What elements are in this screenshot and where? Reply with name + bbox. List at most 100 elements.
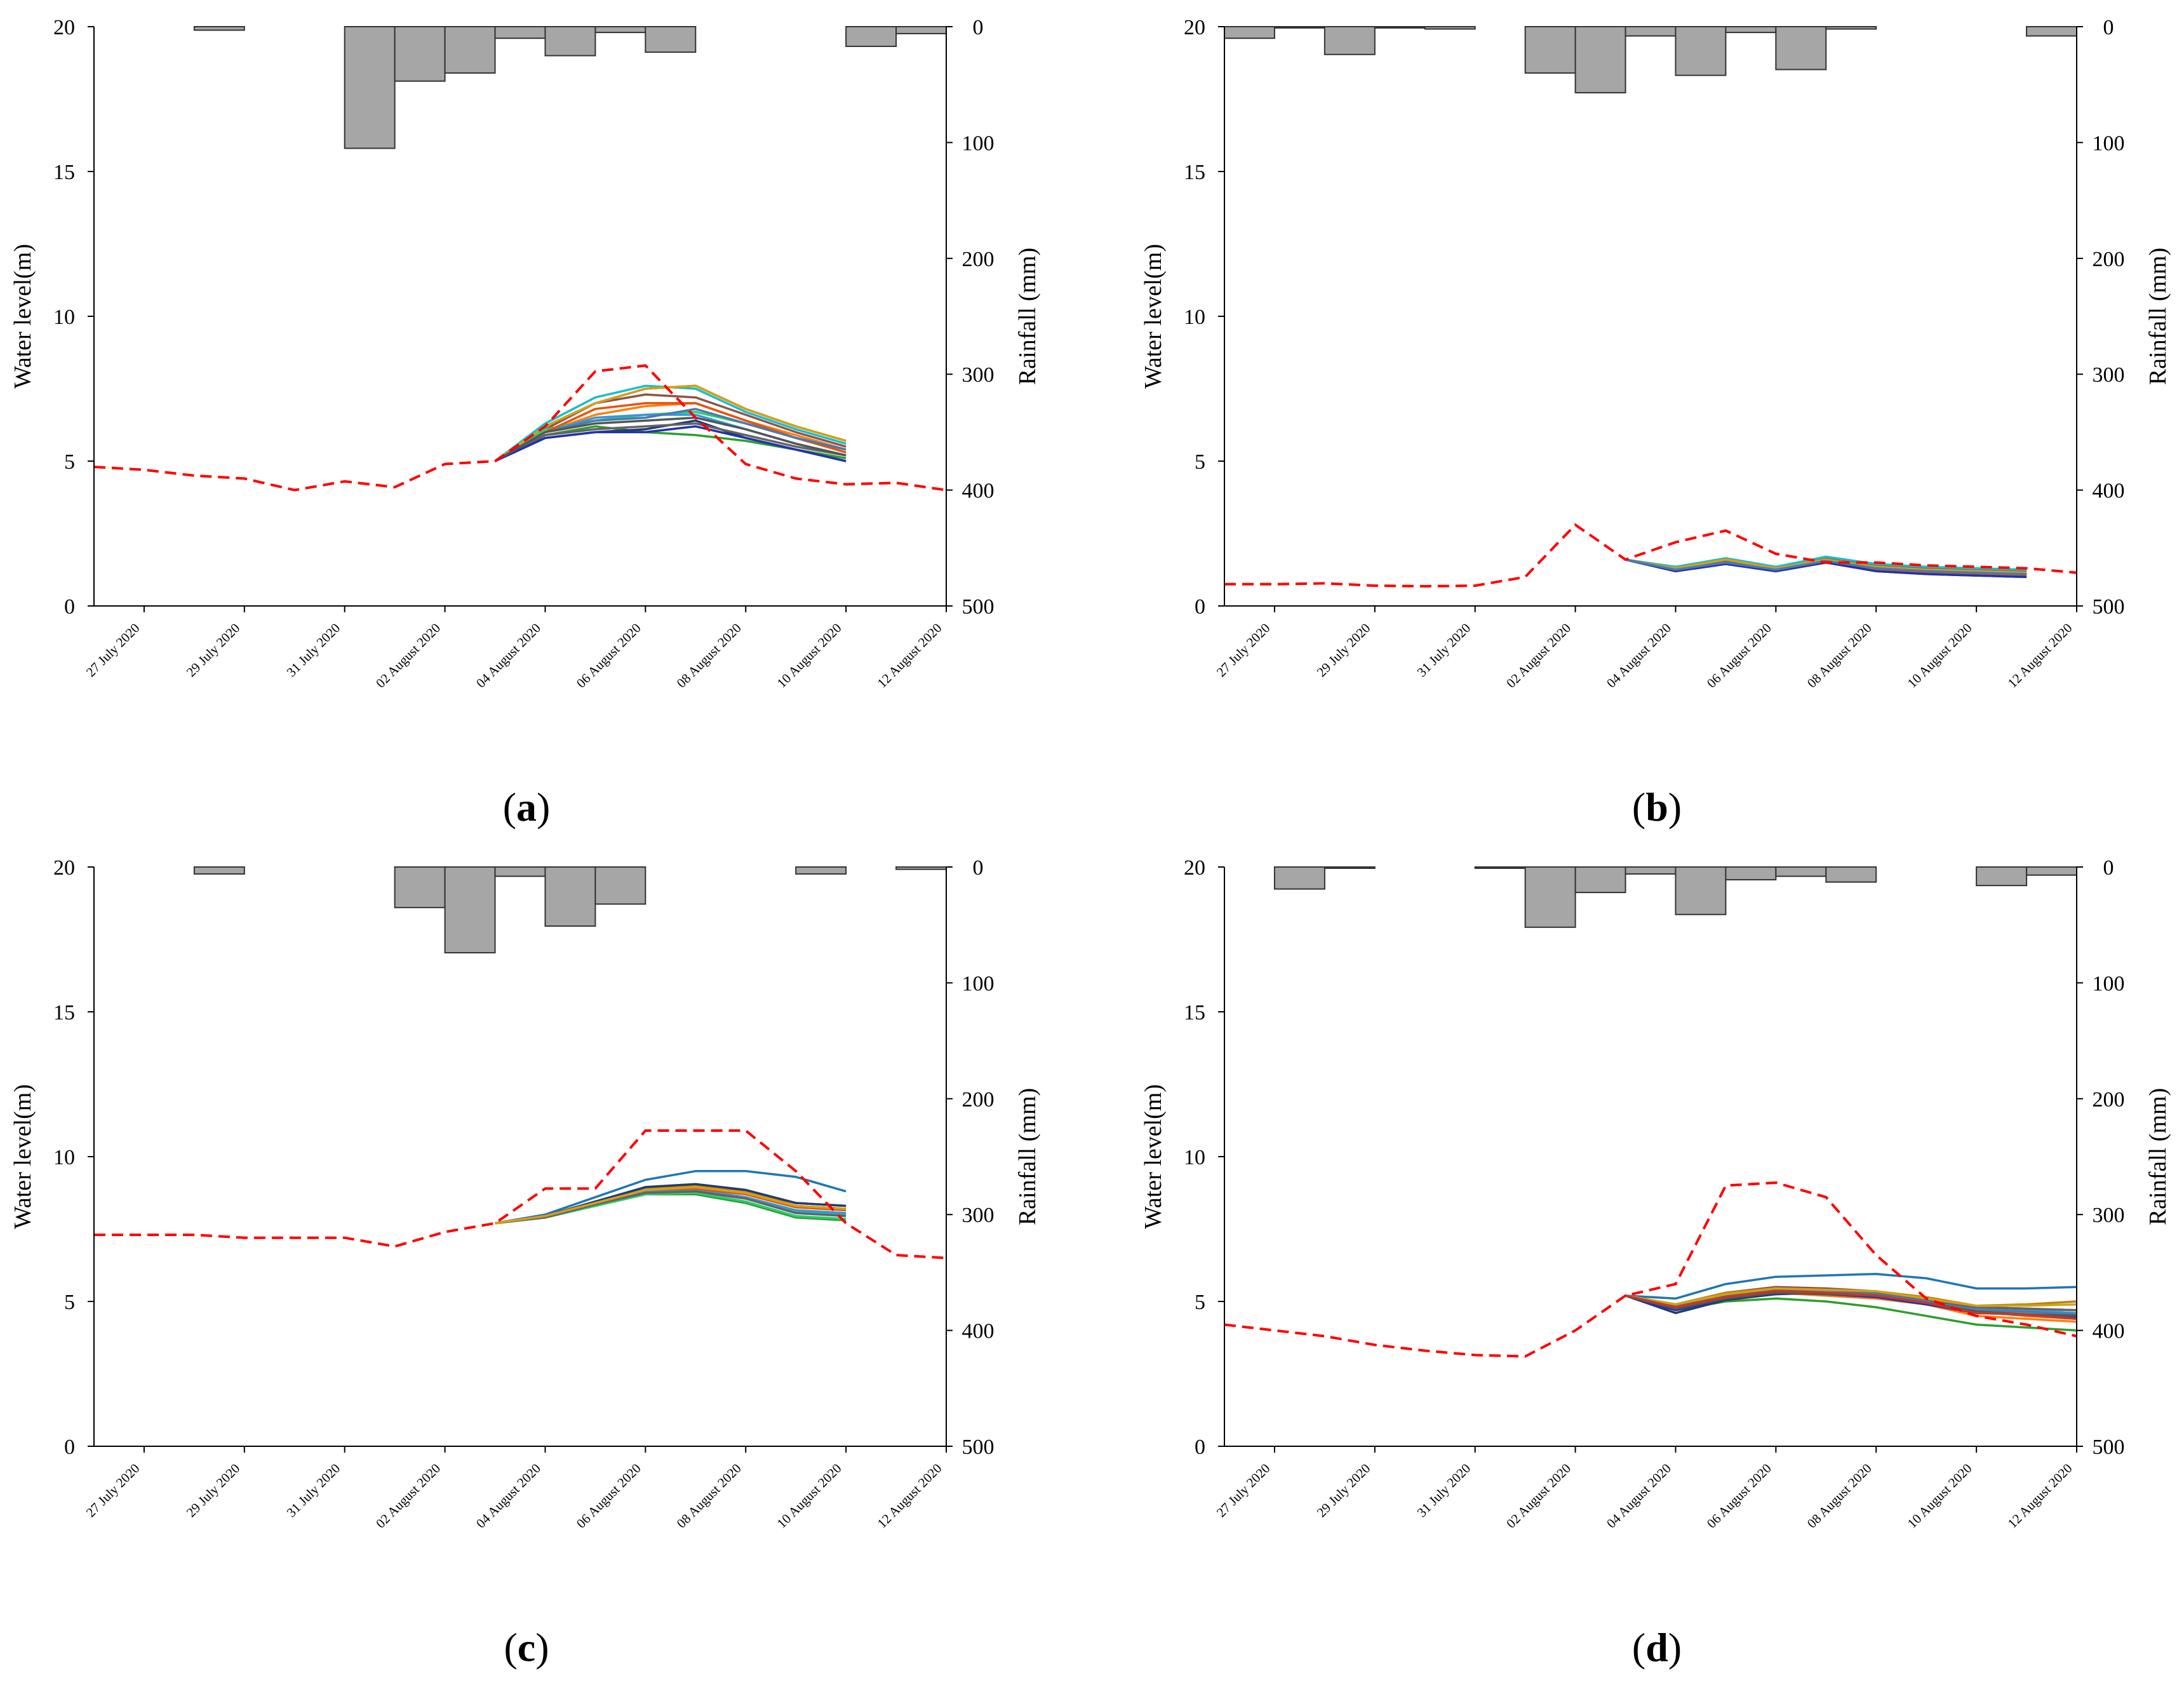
x-tick-label: 27 July 2020 (83, 621, 143, 680)
right-y-tick-label: 300 (962, 363, 995, 387)
observed-water-level-line (94, 1129, 947, 1260)
rainfall-bar (1374, 26, 1426, 29)
caption-letter: b (1645, 784, 1668, 830)
panel-caption: (a) (503, 784, 551, 830)
simulated-water-level-line (495, 1192, 847, 1225)
rainfall-bar (1273, 26, 1325, 29)
rainfall-bar (594, 866, 646, 905)
right-y-tick-label: 500 (962, 595, 995, 619)
right-y-tick-label: 500 (2093, 595, 2125, 619)
left-y-tick-label: 15 (1184, 1001, 1205, 1025)
right-y-tick-label: 100 (962, 131, 995, 155)
left-y-tick-label: 10 (1184, 306, 1205, 329)
rainfall-bar (1273, 866, 1325, 890)
caption-letter: a (516, 784, 537, 830)
x-tick-label: 06 August 2020 (573, 1461, 644, 1531)
simulated-water-level-line (1625, 555, 2027, 571)
left-y-tick-label: 5 (64, 450, 75, 474)
right-axis-title: Rainfall (mm) (1014, 248, 1041, 385)
x-tick-label: 31 July 2020 (1414, 1461, 1474, 1521)
rainfall-bar (594, 26, 646, 34)
right-y-tick-label: 200 (2093, 248, 2125, 271)
left-y-tick-label: 0 (1195, 1435, 1205, 1459)
left-y-tick-label: 20 (1184, 16, 1205, 39)
right-y-tick-label: 400 (962, 480, 995, 503)
rainfall-bar (444, 866, 496, 953)
x-tick-label: 04 August 2020 (1604, 621, 1674, 691)
right-y-tick-label: 300 (2093, 363, 2125, 387)
simulated-water-level-line (494, 425, 847, 462)
rainfall-bar (1825, 866, 1877, 883)
rainfall-bar (1675, 866, 1727, 915)
rainfall-bar (1224, 26, 1275, 39)
right-axis-title: Rainfall (mm) (2145, 248, 2171, 385)
left-axis-title: Water level(m) (1140, 244, 1167, 389)
simulated-water-level-line (1625, 1272, 2077, 1300)
x-tick-label: 31 July 2020 (1414, 621, 1474, 680)
simulated-water-level-line (1625, 1287, 2077, 1307)
rainfall-bar (193, 866, 245, 875)
x-tick-label: 08 August 2020 (674, 621, 744, 691)
rainfall-bar (1725, 866, 1777, 881)
simulated-water-level-line (495, 1186, 847, 1225)
right-y-tick-label: 100 (962, 972, 995, 995)
rainfall-bar (1625, 866, 1677, 875)
x-tick-label: 04 August 2020 (473, 621, 544, 691)
rainfall-bar (1725, 26, 1777, 34)
x-tick-label: 10 August 2020 (1905, 621, 1975, 691)
x-tick-label: 08 August 2020 (1804, 621, 1875, 691)
rainfall-bar (1775, 26, 1827, 71)
rainfall-bar (1323, 26, 1376, 55)
x-tick-label: 10 August 2020 (1905, 1461, 1975, 1531)
x-tick-label: 02 August 2020 (1503, 621, 1574, 691)
rainfall-bar (895, 26, 948, 34)
simulated-water-level-line (494, 384, 847, 462)
x-tick-label: 31 July 2020 (284, 1461, 344, 1521)
caption-close: ) (537, 784, 550, 830)
right-y-tick-label: 0 (2103, 16, 2114, 39)
simulated-water-level-line (494, 416, 847, 462)
rainfall-bar (845, 26, 897, 48)
left-y-tick-label: 20 (53, 856, 75, 880)
x-tick-label: 02 August 2020 (1503, 1461, 1574, 1531)
right-y-tick-label: 100 (2093, 131, 2125, 155)
right-y-tick-label: 300 (962, 1204, 995, 1227)
simulated-water-level-line (1625, 558, 2027, 575)
x-tick-label: 29 July 2020 (184, 621, 243, 680)
left-axis-title: Water level(m) (10, 1084, 36, 1229)
x-tick-label: 04 August 2020 (1604, 1461, 1674, 1531)
rainfall-bar (344, 26, 396, 149)
rainfall-bar (2026, 866, 2078, 876)
left-y-tick-label: 10 (1184, 1146, 1205, 1169)
x-tick-label: 02 August 2020 (373, 1461, 443, 1531)
right-y-tick-label: 400 (2093, 1320, 2125, 1343)
right-y-tick-label: 400 (2093, 480, 2125, 503)
rainfall-bar (1574, 26, 1626, 93)
left-y-tick-label: 15 (1184, 161, 1205, 184)
rainfall-bar (645, 26, 697, 53)
x-tick-label: 06 August 2020 (1704, 1461, 1774, 1531)
right-y-tick-label: 0 (973, 856, 984, 880)
rainfall-bar (1424, 26, 1476, 30)
panel-caption: (b) (1632, 784, 1682, 830)
rainfall-bar (394, 26, 446, 82)
left-y-tick-label: 5 (64, 1291, 75, 1314)
caption-close: ) (1668, 784, 1682, 830)
rainfall-bar (394, 866, 446, 908)
right-y-tick-label: 300 (2093, 1204, 2125, 1227)
left-y-tick-label: 15 (53, 161, 75, 184)
left-y-tick-label: 10 (53, 1146, 75, 1169)
left-axis-title: Water level(m) (1140, 1084, 1167, 1229)
rainfall-bar (2026, 26, 2078, 37)
caption-close: ) (535, 1625, 549, 1670)
caption-open: ( (1632, 1625, 1645, 1670)
simulated-water-level-line (494, 393, 847, 462)
right-axis-title: Rainfall (mm) (1014, 1088, 1041, 1225)
caption-open: ( (503, 784, 516, 830)
rainfall-bar (1524, 866, 1576, 928)
simulated-water-level-line (495, 1190, 847, 1225)
